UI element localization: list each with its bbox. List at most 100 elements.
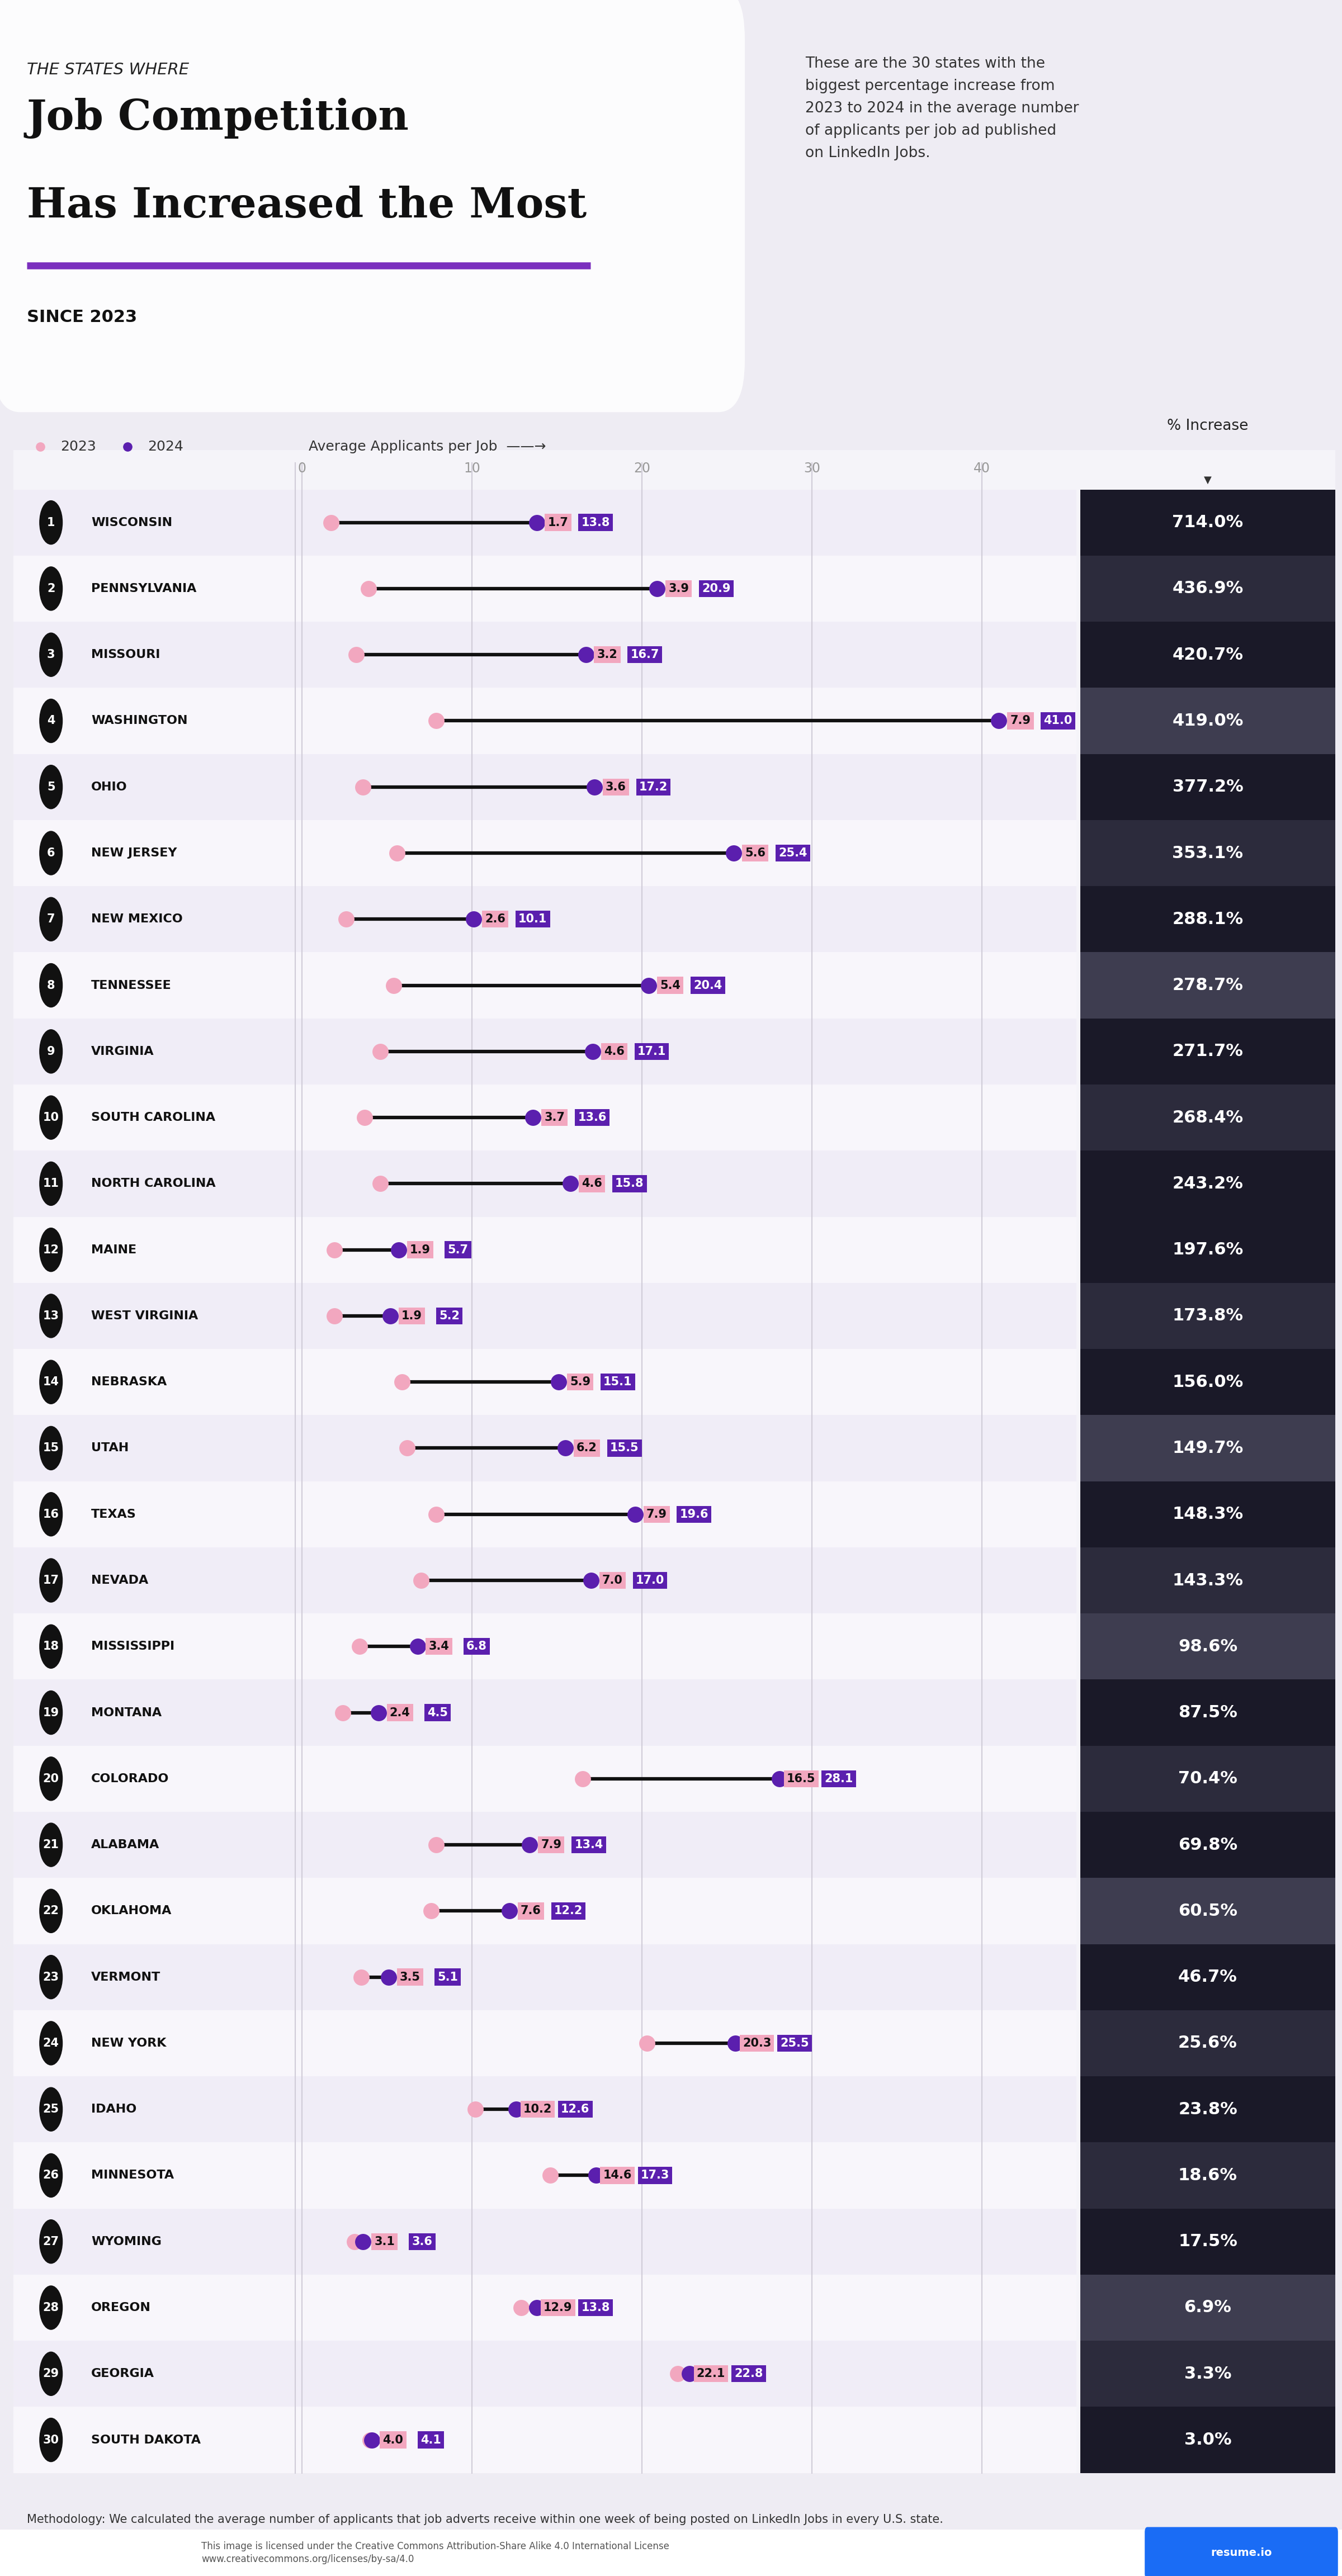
- FancyBboxPatch shape: [1080, 2009, 1335, 2076]
- Text: 20.4: 20.4: [694, 979, 722, 992]
- Text: 5.4: 5.4: [660, 979, 680, 992]
- Circle shape: [40, 634, 62, 677]
- FancyBboxPatch shape: [1080, 1747, 1335, 1811]
- Text: 26: 26: [43, 2169, 59, 2182]
- Text: 714.0%: 714.0%: [1173, 515, 1243, 531]
- FancyBboxPatch shape: [1080, 1350, 1335, 1414]
- Text: 2024: 2024: [148, 440, 184, 453]
- FancyBboxPatch shape: [0, 0, 745, 412]
- Text: 17.5%: 17.5%: [1178, 2233, 1237, 2249]
- Text: 17: 17: [43, 1574, 59, 1587]
- Text: 4.0: 4.0: [382, 2434, 404, 2445]
- FancyBboxPatch shape: [1080, 819, 1335, 886]
- Text: NEBRASKA: NEBRASKA: [91, 1376, 166, 1388]
- FancyBboxPatch shape: [1080, 2208, 1335, 2275]
- Text: NEW MEXICO: NEW MEXICO: [91, 914, 183, 925]
- Text: 16: 16: [43, 1510, 59, 1520]
- FancyBboxPatch shape: [13, 1945, 1076, 2009]
- Text: 353.1%: 353.1%: [1173, 845, 1243, 860]
- FancyBboxPatch shape: [13, 1084, 1076, 1151]
- Text: 23: 23: [43, 1971, 59, 1984]
- FancyBboxPatch shape: [1080, 688, 1335, 755]
- Text: TENNESSEE: TENNESSEE: [91, 979, 172, 992]
- Text: NORTH CAROLINA: NORTH CAROLINA: [91, 1177, 216, 1190]
- FancyBboxPatch shape: [1080, 1151, 1335, 1216]
- FancyBboxPatch shape: [13, 2406, 1076, 2473]
- Text: 12.2: 12.2: [554, 1906, 582, 1917]
- Text: COLORADO: COLORADO: [91, 1772, 169, 1785]
- Text: 3.4: 3.4: [428, 1641, 450, 1651]
- Text: MONTANA: MONTANA: [91, 1708, 162, 1718]
- Text: 4.1: 4.1: [420, 2434, 442, 2445]
- Text: 10.1: 10.1: [518, 914, 548, 925]
- Text: 17.0: 17.0: [636, 1574, 664, 1587]
- Circle shape: [40, 2221, 62, 2264]
- Circle shape: [40, 2154, 62, 2197]
- Text: MAINE: MAINE: [91, 1244, 137, 1255]
- FancyBboxPatch shape: [13, 489, 1076, 556]
- Text: VERMONT: VERMONT: [91, 1971, 161, 1984]
- Circle shape: [40, 1162, 62, 1206]
- Text: PENNSYLVANIA: PENNSYLVANIA: [91, 582, 196, 595]
- FancyBboxPatch shape: [1080, 886, 1335, 953]
- Text: OHIO: OHIO: [91, 781, 127, 793]
- Text: 14.6: 14.6: [603, 2169, 632, 2182]
- Text: 30: 30: [43, 2434, 59, 2445]
- Text: NEVADA: NEVADA: [91, 1574, 149, 1587]
- Text: 60.5%: 60.5%: [1178, 1904, 1237, 1919]
- Text: 16.7: 16.7: [631, 649, 659, 659]
- Text: SOUTH DAKOTA: SOUTH DAKOTA: [91, 2434, 201, 2445]
- Text: 17.2: 17.2: [639, 781, 668, 793]
- Text: 69.8%: 69.8%: [1178, 1837, 1237, 1852]
- Text: 20.9: 20.9: [702, 582, 730, 595]
- Text: 25.4: 25.4: [778, 848, 807, 858]
- Text: MINNESOTA: MINNESOTA: [91, 2169, 174, 2182]
- Circle shape: [40, 1625, 62, 1669]
- Text: 22: 22: [43, 1906, 59, 1917]
- Text: 148.3%: 148.3%: [1173, 1507, 1243, 1522]
- Text: 87.5%: 87.5%: [1178, 1705, 1237, 1721]
- Text: 1: 1: [47, 518, 55, 528]
- FancyBboxPatch shape: [13, 451, 1335, 2473]
- Text: 5.7: 5.7: [447, 1244, 468, 1255]
- Text: 13.4: 13.4: [574, 1839, 603, 1850]
- FancyBboxPatch shape: [1080, 1084, 1335, 1151]
- FancyBboxPatch shape: [1080, 2143, 1335, 2208]
- Circle shape: [40, 2022, 62, 2066]
- Text: 29: 29: [43, 2367, 59, 2380]
- FancyBboxPatch shape: [13, 1283, 1076, 1350]
- Text: 173.8%: 173.8%: [1173, 1309, 1243, 1324]
- Text: 18: 18: [43, 1641, 59, 1651]
- FancyBboxPatch shape: [13, 1018, 1076, 1084]
- Text: 13.6: 13.6: [578, 1113, 607, 1123]
- FancyBboxPatch shape: [13, 2208, 1076, 2275]
- Circle shape: [40, 1888, 62, 1932]
- FancyBboxPatch shape: [13, 953, 1076, 1018]
- Text: 3.5: 3.5: [400, 1971, 420, 1984]
- Circle shape: [40, 1690, 62, 1734]
- Text: WYOMING: WYOMING: [91, 2236, 161, 2246]
- Text: 22.8: 22.8: [734, 2367, 764, 2380]
- Text: WEST VIRGINIA: WEST VIRGINIA: [91, 1311, 199, 1321]
- FancyBboxPatch shape: [13, 688, 1076, 755]
- Circle shape: [40, 1955, 62, 1999]
- FancyBboxPatch shape: [1080, 1548, 1335, 1613]
- FancyBboxPatch shape: [1080, 1216, 1335, 1283]
- FancyBboxPatch shape: [13, 1548, 1076, 1613]
- Text: NEW JERSEY: NEW JERSEY: [91, 848, 177, 858]
- Text: 28: 28: [43, 2303, 59, 2313]
- Text: 20: 20: [633, 461, 651, 474]
- Text: 19.6: 19.6: [680, 1510, 709, 1520]
- Text: 3.1: 3.1: [374, 2236, 395, 2246]
- Text: These are the 30 states with the
biggest percentage increase from
2023 to 2024 i: These are the 30 states with the biggest…: [805, 57, 1079, 160]
- FancyBboxPatch shape: [13, 755, 1076, 819]
- Text: 12: 12: [43, 1244, 59, 1255]
- Text: 46.7%: 46.7%: [1178, 1968, 1237, 1986]
- FancyBboxPatch shape: [13, 819, 1076, 886]
- Text: 9: 9: [47, 1046, 55, 1056]
- FancyBboxPatch shape: [13, 621, 1076, 688]
- Text: 27: 27: [43, 2236, 59, 2246]
- FancyBboxPatch shape: [13, 1216, 1076, 1283]
- Text: 14: 14: [43, 1376, 59, 1388]
- Text: 436.9%: 436.9%: [1172, 580, 1244, 598]
